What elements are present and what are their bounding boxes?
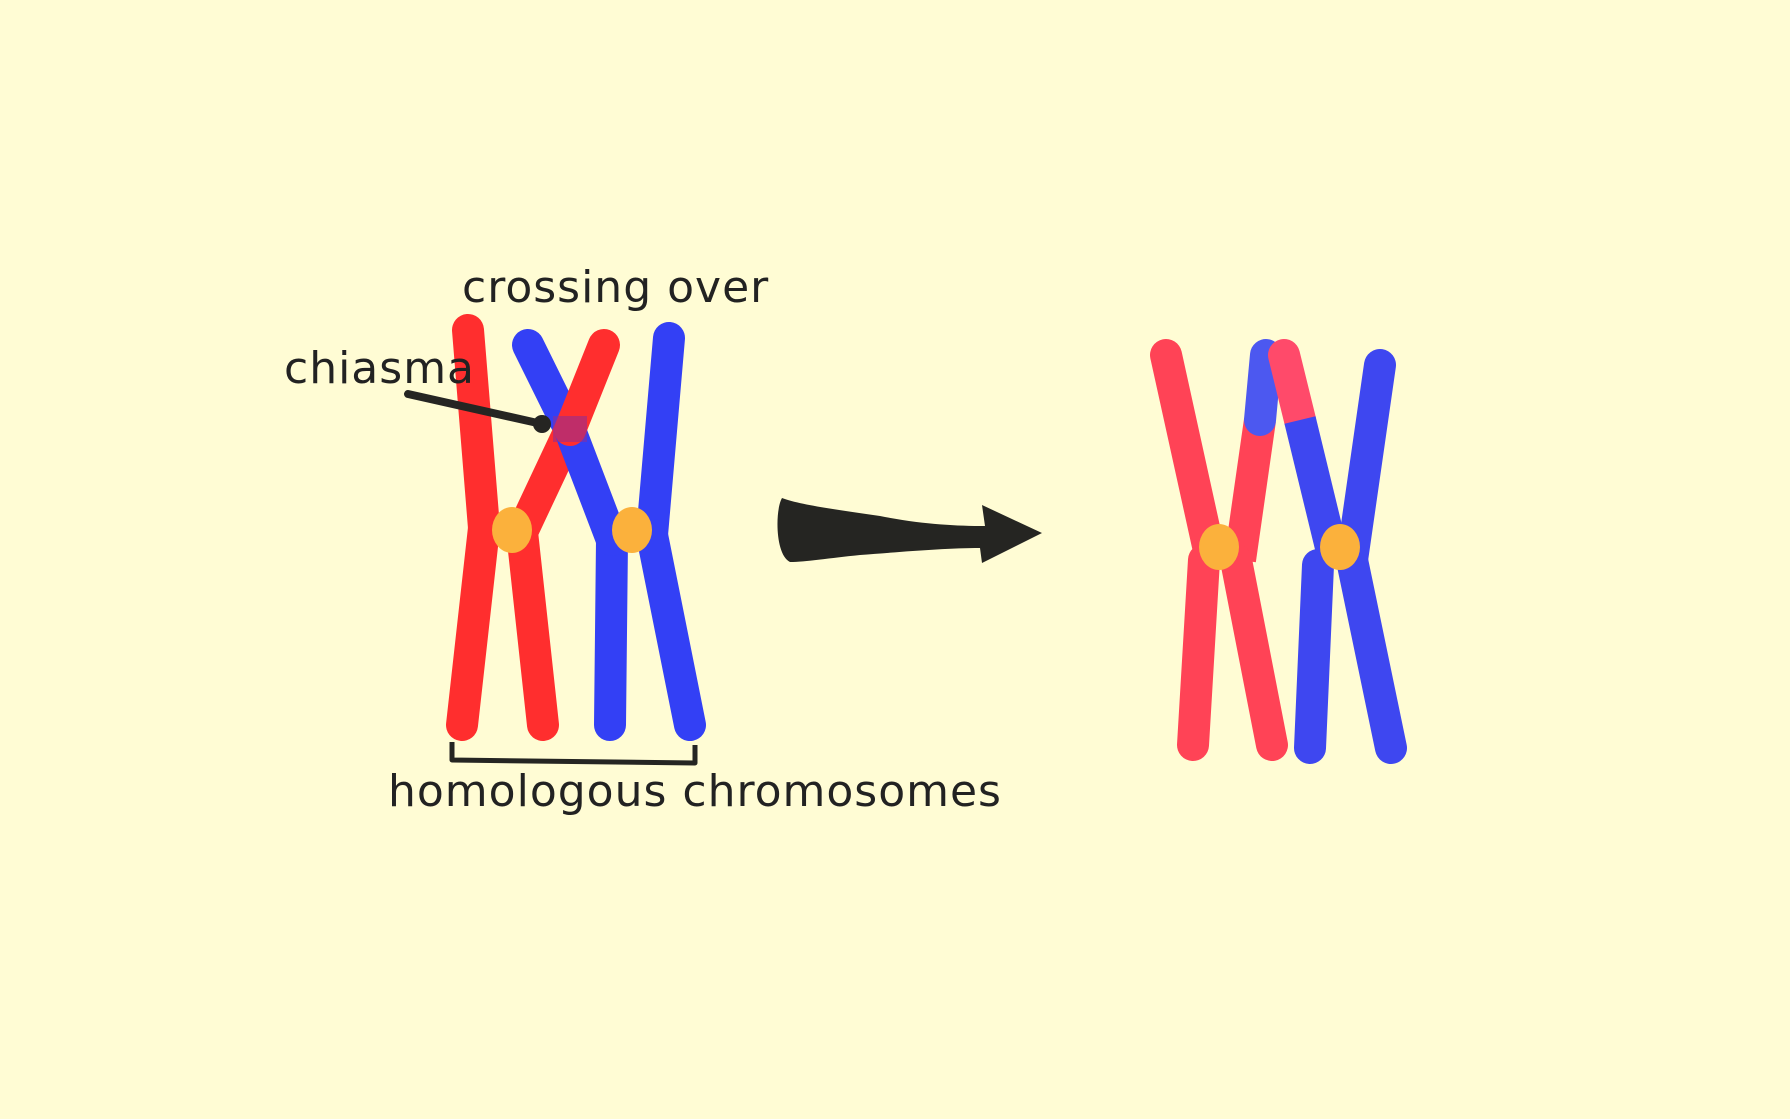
chiasma-label: chiasma bbox=[284, 343, 475, 394]
chiasma-pointer-line bbox=[404, 390, 546, 428]
blue-swapped-segment bbox=[1244, 339, 1282, 436]
red-swapped-segment bbox=[1268, 339, 1316, 436]
chiasma-pointer-dot bbox=[533, 415, 551, 433]
homologous-chromosomes-label: homologous chromosomes bbox=[388, 766, 1002, 817]
blue-chromatid-left-lower-arm bbox=[594, 524, 628, 741]
red-chromatid-left-lower-arm bbox=[446, 512, 500, 741]
centromere-red-recombined bbox=[1199, 524, 1239, 570]
blue-recombined-left-lower-arm bbox=[1294, 549, 1334, 764]
red-recombined-right-lower-arm bbox=[1220, 544, 1288, 761]
red-chromatid-left-upper-arm bbox=[452, 314, 500, 544]
red-recombined-right-upper-arm bbox=[1224, 417, 1276, 563]
blue-chromatid-right-lower-arm bbox=[636, 519, 706, 741]
right-recombined-pair bbox=[1150, 339, 1407, 764]
crossing-over-label: crossing over bbox=[462, 262, 769, 313]
blue-recombined-right-upper-arm bbox=[1336, 349, 1396, 576]
arrow-icon bbox=[777, 498, 1042, 563]
left-homologous-pair bbox=[446, 314, 706, 741]
blue-chromatid-crossing bbox=[554, 414, 628, 556]
blue-chromatid-right-upper-arm bbox=[636, 322, 685, 551]
centromere-blue bbox=[612, 507, 652, 553]
red-recombined-left-upper-arm bbox=[1150, 339, 1226, 571]
homologous-bracket bbox=[449, 742, 698, 766]
blue-recombined-right-lower-arm bbox=[1336, 544, 1407, 764]
chiasma-overlap bbox=[553, 416, 587, 442]
red-recombined-left-lower-arm bbox=[1177, 544, 1220, 761]
centromere-blue-recombined bbox=[1320, 524, 1360, 570]
centromere-red bbox=[492, 507, 532, 553]
red-tip-crossing bbox=[554, 329, 620, 446]
red-chromatid-right-lower-arm bbox=[506, 516, 559, 741]
